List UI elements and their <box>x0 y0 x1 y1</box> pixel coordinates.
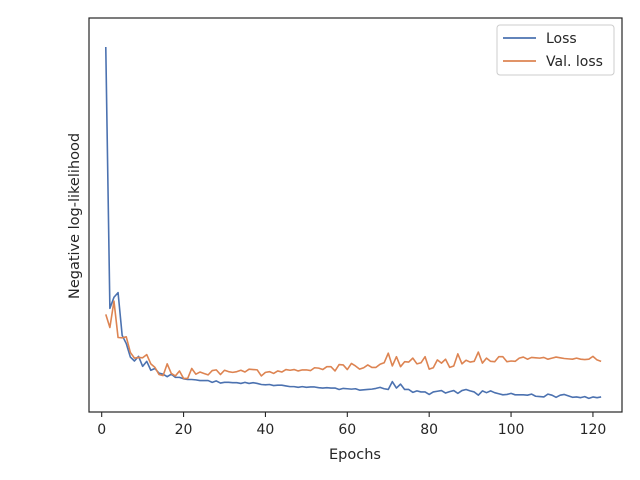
x-tick-label: 40 <box>257 422 275 438</box>
x-tick-label: 20 <box>175 422 193 438</box>
series-group <box>104 46 602 400</box>
x-tick-label: 120 <box>580 422 607 438</box>
x-tick-label: 0 <box>97 422 106 438</box>
y-axis-label: Negative log-likelihood <box>67 133 83 299</box>
series-line-loss <box>104 46 602 400</box>
legend-label-val-loss: Val. loss <box>546 54 603 70</box>
x-tick-label: 60 <box>338 422 356 438</box>
series-line-val-loss <box>105 300 602 380</box>
plot-frame <box>88 17 623 413</box>
x-axis-ticks: 0 20 40 60 80 100 120 <box>97 412 606 438</box>
legend-label-loss: Loss <box>546 31 577 47</box>
x-axis-label: Epochs <box>329 447 381 463</box>
x-tick-label: 100 <box>498 422 525 438</box>
legend: Loss Val. loss <box>496 24 615 76</box>
x-tick-label: 80 <box>420 422 438 438</box>
